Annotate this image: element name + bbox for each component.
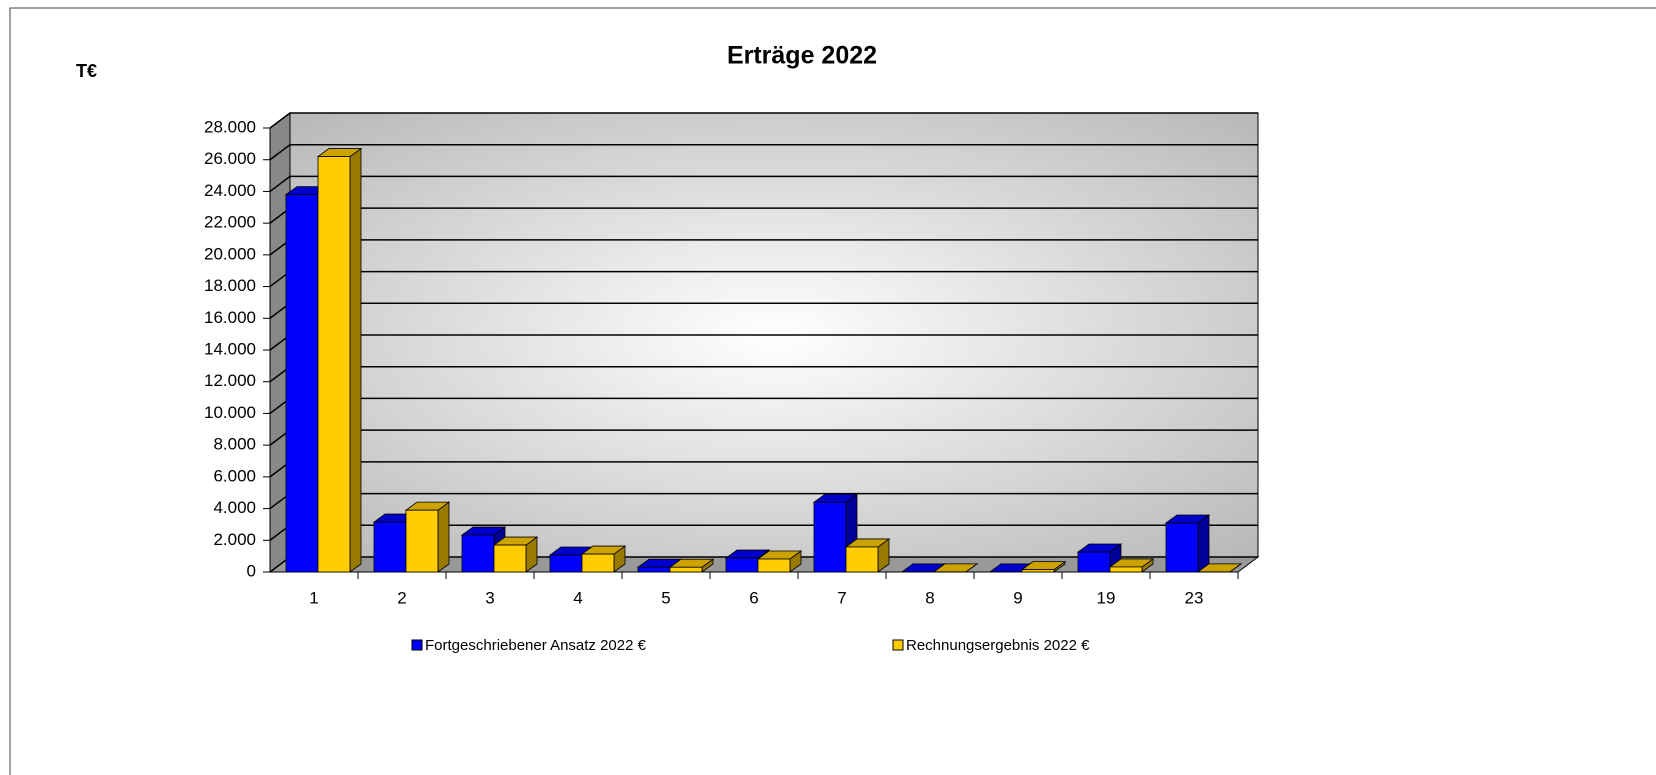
y-tick-label: 4.000 <box>213 498 256 517</box>
y-tick-label: 16.000 <box>204 308 256 327</box>
x-tick-label: 23 <box>1185 588 1204 607</box>
bar <box>669 566 703 573</box>
y-tick-label: 28.000 <box>204 117 256 136</box>
bar <box>1021 569 1055 573</box>
bar <box>285 194 319 573</box>
y-tick-label: 6.000 <box>213 466 256 485</box>
y-tick-label: 10.000 <box>204 403 256 422</box>
y-tick-label: 12.000 <box>204 371 256 390</box>
x-tick-label: 2 <box>397 588 406 607</box>
bar <box>317 156 351 573</box>
x-tick-label: 9 <box>1013 588 1022 607</box>
bar <box>1077 551 1111 573</box>
x-tick-label: 4 <box>573 588 582 607</box>
y-tick-label: 14.000 <box>204 339 256 358</box>
bar <box>845 546 879 573</box>
y-tick-label: 26.000 <box>204 149 256 168</box>
bar <box>373 521 407 573</box>
x-tick-label: 6 <box>749 588 758 607</box>
bar <box>581 553 615 573</box>
grid-line <box>269 175 1258 193</box>
legend-swatch <box>892 639 904 651</box>
y-tick-label: 8.000 <box>213 435 256 454</box>
y-tick-label: 20.000 <box>204 244 256 263</box>
bar <box>813 501 847 573</box>
frame <box>9 7 1656 775</box>
y-tick-label: 22.000 <box>204 213 256 232</box>
bar-side <box>437 501 450 573</box>
legend-swatch <box>411 639 423 651</box>
x-tick-label: 5 <box>661 588 670 607</box>
bar <box>493 544 527 573</box>
y-tick-label: 2.000 <box>213 530 256 549</box>
grid-line <box>269 143 1258 161</box>
bar <box>549 554 583 573</box>
x-tick-label: 3 <box>485 588 494 607</box>
bar <box>757 558 791 573</box>
bar <box>405 509 439 573</box>
bar-side <box>1197 514 1210 573</box>
bar-side <box>349 147 362 573</box>
bar <box>1109 566 1143 573</box>
y-axis-label: T€ <box>76 61 97 81</box>
legend-label: Fortgeschriebener Ansatz 2022 € <box>425 637 647 654</box>
y-tick-label: 18.000 <box>204 276 256 295</box>
x-tick-label: 1 <box>309 588 318 607</box>
bar <box>637 566 671 573</box>
y-tick-label: 0 <box>247 561 256 580</box>
grid-line <box>269 112 1258 129</box>
bar <box>1165 522 1199 573</box>
bar <box>725 557 759 573</box>
x-tick-label: 7 <box>837 588 846 607</box>
y-tick-label: 24.000 <box>204 181 256 200</box>
legend-label: Rechnungsergebnis 2022 € <box>906 637 1090 654</box>
bar <box>461 534 495 573</box>
x-tick-label: 19 <box>1097 588 1116 607</box>
x-tick-label: 8 <box>925 588 934 607</box>
chart-title: Erträge 2022 <box>727 42 877 70</box>
